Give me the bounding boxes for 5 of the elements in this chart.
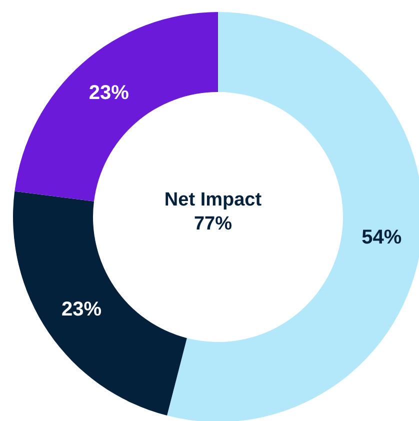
text: 77%	[194, 214, 232, 234]
text: Net Impact	[164, 190, 262, 210]
data-label: 54%	[362, 226, 402, 249]
data-label: 23%	[62, 298, 102, 321]
data-label: 23%	[88, 82, 130, 104]
